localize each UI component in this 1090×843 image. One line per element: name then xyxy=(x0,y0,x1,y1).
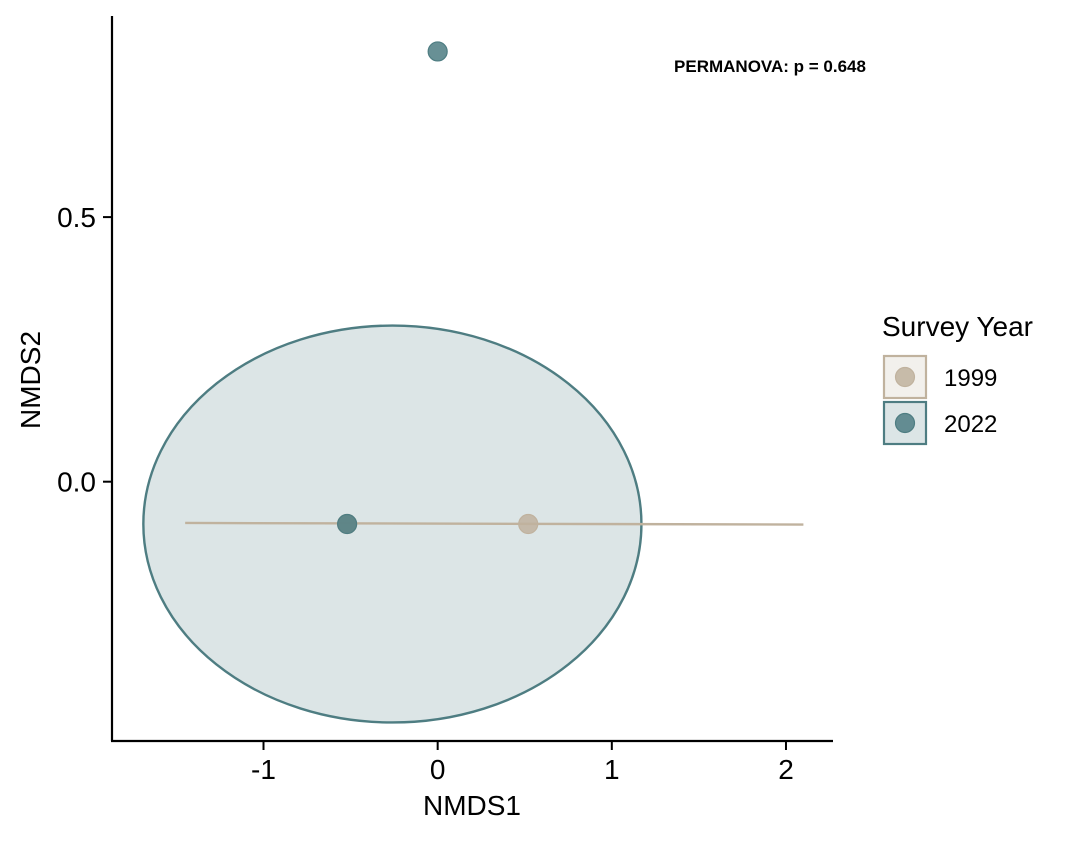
x-tick-label: 2 xyxy=(778,754,794,785)
x-tick-label: -1 xyxy=(251,754,276,785)
legend: Survey Year 1999 2022 xyxy=(882,311,1033,446)
point-2022-2 xyxy=(337,513,358,535)
y-tick-label: 0.0 xyxy=(57,467,96,498)
y-tick-label: 0.5 xyxy=(57,202,96,233)
plot-area xyxy=(142,41,804,724)
point-2022-1 xyxy=(427,41,448,62)
legend-title: Survey Year xyxy=(882,311,1033,342)
y-axis-ticks: 0.0 0.5 xyxy=(57,202,112,498)
legend-label-2022: 2022 xyxy=(944,411,997,438)
x-tick-label: 0 xyxy=(430,754,446,785)
y-axis-label: NMDS2 xyxy=(15,331,46,429)
legend-label-1999: 1999 xyxy=(944,365,997,392)
legend-point-1999 xyxy=(894,366,916,388)
permanova-annotation: PERMANOVA: p = 0.648 xyxy=(674,57,866,76)
x-tick-label: 1 xyxy=(604,754,620,785)
x-axis-ticks: -1 0 1 2 xyxy=(251,741,794,785)
legend-point-2022 xyxy=(894,412,916,434)
legend-items: 1999 2022 xyxy=(882,354,997,446)
point-1999-2 xyxy=(518,513,539,535)
x-axis-label: NMDS1 xyxy=(423,790,521,821)
segment-1999 xyxy=(185,521,804,526)
